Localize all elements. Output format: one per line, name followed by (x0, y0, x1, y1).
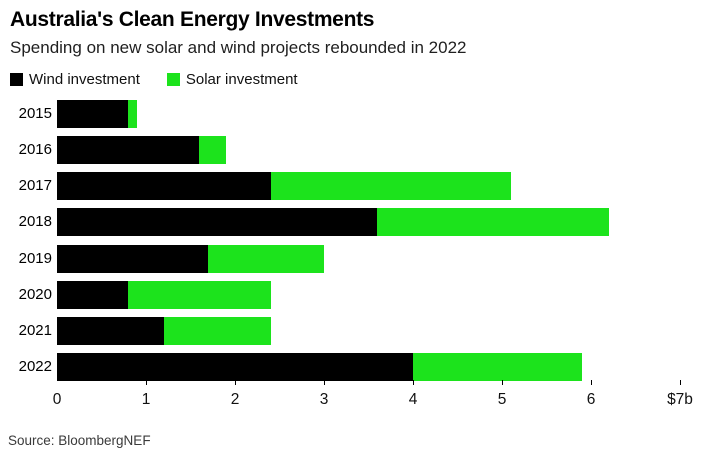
x-axis-tick (323, 380, 325, 385)
wind-bar-segment (57, 316, 164, 345)
x-axis-tick-label: 3 (319, 391, 329, 408)
chart-row: 2022 (0, 353, 711, 382)
x-axis-tick-label: 2 (230, 391, 240, 408)
wind-bar-segment (57, 244, 209, 273)
chart-row: 2019 (0, 244, 711, 273)
solar-bar-segment (128, 100, 138, 128)
y-axis-label: 2020 (18, 285, 52, 303)
chart-row: 2020 (0, 280, 711, 309)
wind-bar-segment (57, 208, 378, 237)
solar-bar-segment (377, 208, 609, 237)
x-axis-tick (679, 380, 681, 385)
solar-bar-segment (270, 172, 511, 201)
wind-bar-segment (57, 136, 200, 165)
bar-stack (57, 136, 227, 165)
y-axis-label: 2019 (18, 249, 52, 267)
bar-stack (57, 280, 271, 309)
bar-stack (57, 208, 609, 237)
chart-row: 2017 (0, 172, 711, 201)
chart-row: 2016 (0, 136, 711, 165)
solar-bar-segment (413, 353, 583, 382)
wind-bar-segment (57, 100, 129, 128)
y-axis-label: 2017 (18, 177, 52, 195)
x-axis-tick (501, 380, 503, 385)
x-axis-tick (234, 380, 236, 385)
x-axis-tick (145, 380, 147, 385)
source-note: Source: BloombergNEF (8, 433, 151, 448)
chart-row: 2018 (0, 208, 711, 237)
legend: Wind investment Solar investment (10, 71, 298, 88)
solar-bar-segment (163, 316, 271, 345)
chart-row: 2021 (0, 316, 711, 345)
chart-title: Australia's Clean Energy Investments (10, 8, 375, 31)
wind-bar-segment (57, 280, 129, 309)
y-axis-label: 2015 (18, 105, 52, 122)
x-axis-tick-label: 5 (497, 391, 507, 408)
x-axis-tick-label: 6 (586, 391, 596, 408)
solar-bar-segment (199, 136, 227, 165)
bar-stack (57, 100, 138, 128)
legend-item-solar: Solar investment (166, 71, 298, 88)
x-axis-tick (412, 380, 414, 385)
plot-area: 2015 2016 2017 2018 2019 2020 2021 2022 (0, 100, 711, 390)
wind-bar-segment (57, 353, 413, 382)
bar-stack (57, 244, 324, 273)
chart-subtitle: Spending on new solar and wind projects … (10, 38, 467, 57)
wind-bar-segment (57, 172, 271, 201)
legend-label-solar: Solar investment (185, 71, 298, 88)
bar-stack (57, 172, 511, 201)
y-axis-label: 2022 (18, 358, 52, 376)
bar-stack (57, 316, 271, 345)
x-axis-tick-label: 0 (52, 391, 62, 408)
x-axis-tick-label: 1 (141, 391, 151, 408)
wind-swatch-icon (10, 73, 23, 86)
legend-label-wind: Wind investment (29, 71, 140, 88)
solar-bar-segment (128, 280, 271, 309)
x-axis-tick-label: 4 (408, 391, 418, 408)
y-axis-label: 2021 (18, 321, 52, 339)
solar-swatch-icon (166, 73, 180, 86)
y-axis-label: 2016 (18, 141, 52, 159)
x-axis-tick-label: $7b (667, 391, 693, 408)
y-axis-label: 2018 (18, 213, 52, 231)
chart-row: 2015 (0, 100, 711, 128)
bar-stack (57, 353, 583, 382)
x-axis-tick (590, 380, 592, 385)
legend-item-wind: Wind investment (10, 71, 140, 88)
solar-bar-segment (208, 244, 324, 273)
